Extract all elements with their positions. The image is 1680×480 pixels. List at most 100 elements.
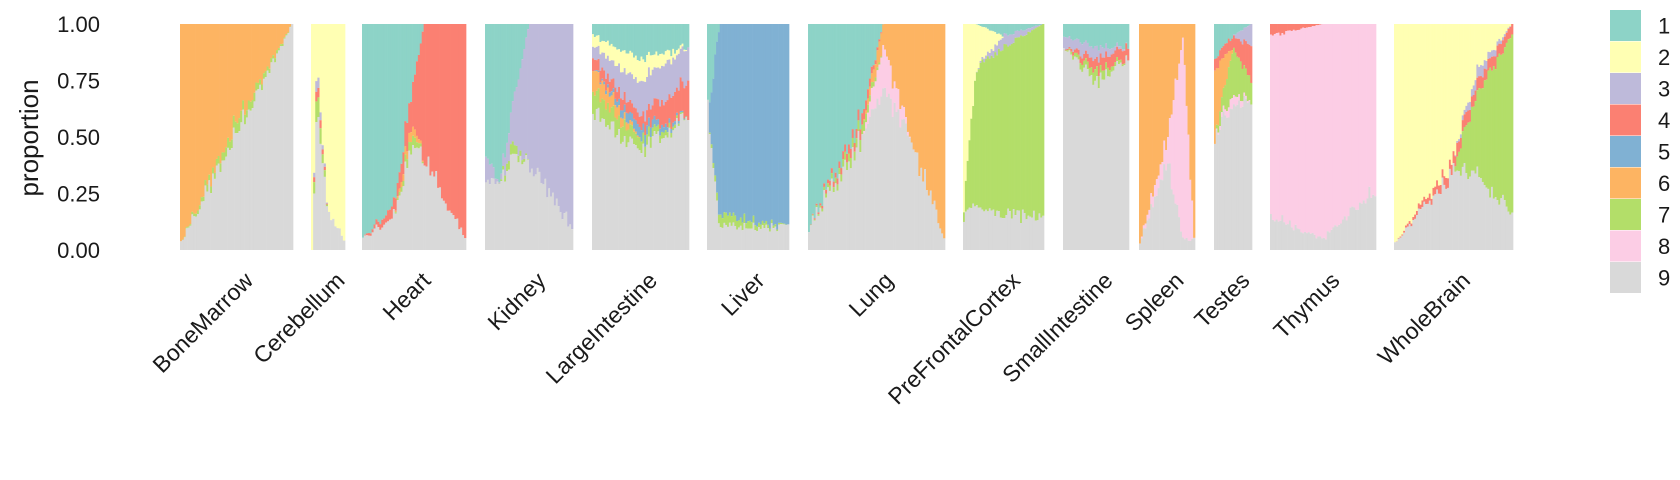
bar-segment-cluster-7 [1239,61,1242,102]
bar-segment-cluster-9 [1148,218,1151,250]
bar-segment-cluster-9 [889,98,893,251]
bar-segment-cluster-2 [988,30,991,53]
bar-segment-cluster-9 [1227,117,1230,250]
bar-segment-cluster-9 [1025,219,1028,250]
bar-segment-cluster-1 [644,24,647,63]
bar-segment-cluster-4 [1224,43,1227,55]
bar-segment-cluster-4 [836,178,839,185]
bar-segment-cluster-9 [232,127,235,250]
bar-segment-cluster-3 [1463,109,1466,115]
group-SmallIntestine [1063,24,1130,251]
bar-segment-cluster-4 [437,24,440,188]
bar-segment-cluster-1 [1101,24,1104,48]
bar-segment-cluster-4 [1090,57,1093,68]
bar-segment-cluster-1 [616,24,619,50]
bar-segment-cluster-8 [1220,112,1223,117]
bar-segment-cluster-4 [876,47,879,51]
bar-segment-cluster-9 [675,118,679,250]
bar-segment-cluster-7 [977,69,980,208]
bar-segment-cluster-8 [1307,27,1311,233]
bar-segment-cluster-7 [183,236,186,238]
bar-segment-cluster-5 [767,24,770,225]
bar-segment-cluster-5 [647,117,651,127]
bar-segment-cluster-9 [259,84,262,250]
bar-segment-cluster-7 [1007,46,1010,209]
bar-segment-cluster-3 [323,163,327,167]
bar-segment-cluster-7 [398,191,401,196]
bar-segment-cluster-6 [899,24,902,110]
bar-segment-cluster-9 [935,209,938,250]
bar-segment-cluster-7 [410,142,413,155]
bar-segment-cluster-6 [922,24,925,182]
bar-segment-cluster-2 [323,24,327,164]
bar-segment-cluster-2 [599,42,602,55]
bar-segment-cluster-7 [519,150,522,156]
y-tick-label: 0.75 [57,69,100,94]
bar-segment-cluster-4 [603,70,606,82]
bar-segment-cluster-9 [905,123,908,250]
bar-segment-cluster-4 [1421,200,1424,207]
bar-segment-cluster-6 [191,24,194,212]
bar-segment-cluster-4 [815,203,818,206]
bar-segment-cluster-9 [707,99,710,251]
bar-segment-cluster-3 [1094,46,1097,59]
bar-segment-cluster-9 [1112,70,1115,251]
bar-segment-cluster-1 [664,24,667,52]
bar-segment-cluster-2 [1491,24,1494,51]
bar-segment-cluster-4 [627,102,630,114]
bar-segment-cluster-9 [1250,104,1253,250]
bar-segment-cluster-2 [1458,24,1461,140]
bar-segment-cluster-7 [716,192,719,201]
bar-segment-cluster-4 [464,24,467,239]
bar-segment-cluster-4 [1406,223,1409,227]
bar-segment-cluster-1 [362,24,365,238]
bar-segment-cluster-1 [519,24,522,69]
bar-segment-cluster-1 [828,24,832,181]
bar-segment-cluster-5 [633,118,636,129]
bar-segment-cluster-1 [1239,24,1242,31]
bar-segment-cluster-9 [419,146,423,250]
bar-segment-cluster-9 [747,228,750,250]
bar-segment-cluster-6 [941,24,944,234]
bar-segment-cluster-1 [1034,24,1037,26]
bar-segment-cluster-7 [832,187,835,193]
bar-segment-cluster-6 [396,196,399,199]
bar-segment-cluster-9 [1302,233,1305,250]
bar-segment-cluster-9 [1176,204,1179,250]
bar-segment-cluster-4 [634,108,638,121]
bar-segment-cluster-9 [291,24,294,250]
bar-segment-cluster-3 [677,53,681,91]
bar-segment-cluster-4 [1408,221,1411,225]
bar-segment-cluster-7 [1090,67,1093,76]
bar-segment-cluster-7 [421,161,424,164]
bar-segment-cluster-7 [1014,37,1017,216]
bar-segment-cluster-8 [1332,24,1335,228]
bar-segment-cluster-9 [193,216,196,250]
bar-segment-cluster-2 [975,24,979,72]
bar-segment-cluster-4 [817,212,820,215]
bar-segment-cluster-9 [1168,163,1172,250]
bar-segment-cluster-7 [592,91,595,114]
bar-segment-cluster-1 [1081,24,1084,45]
bar-segment-cluster-4 [317,87,320,98]
bar-segment-cluster-9 [1489,197,1492,250]
bar-segment-cluster-8 [1309,26,1312,234]
bar-segment-cluster-6 [1224,54,1227,86]
bar-segment-cluster-6 [1215,68,1218,125]
bar-segment-cluster-6 [1167,24,1170,137]
bar-segment-cluster-9 [406,168,409,250]
bar-segment-cluster-4 [1463,114,1466,127]
bar-segment-cluster-1 [849,24,853,149]
bar-segment-cluster-2 [342,24,346,241]
bar-segment-cluster-9 [1063,48,1066,250]
bar-segment-cluster-9 [610,121,613,250]
bar-segment-cluster-6 [268,24,271,69]
bar-segment-cluster-3 [321,145,325,150]
bar-segment-cluster-7 [419,143,423,147]
bar-segment-cluster-2 [990,30,993,50]
bar-segment-cluster-3 [990,49,993,56]
bar-segment-cluster-3 [1097,50,1101,63]
bar-segment-cluster-9 [450,212,453,250]
bar-segment-cluster-1 [874,24,877,61]
bar-segment-cluster-1 [492,24,495,168]
